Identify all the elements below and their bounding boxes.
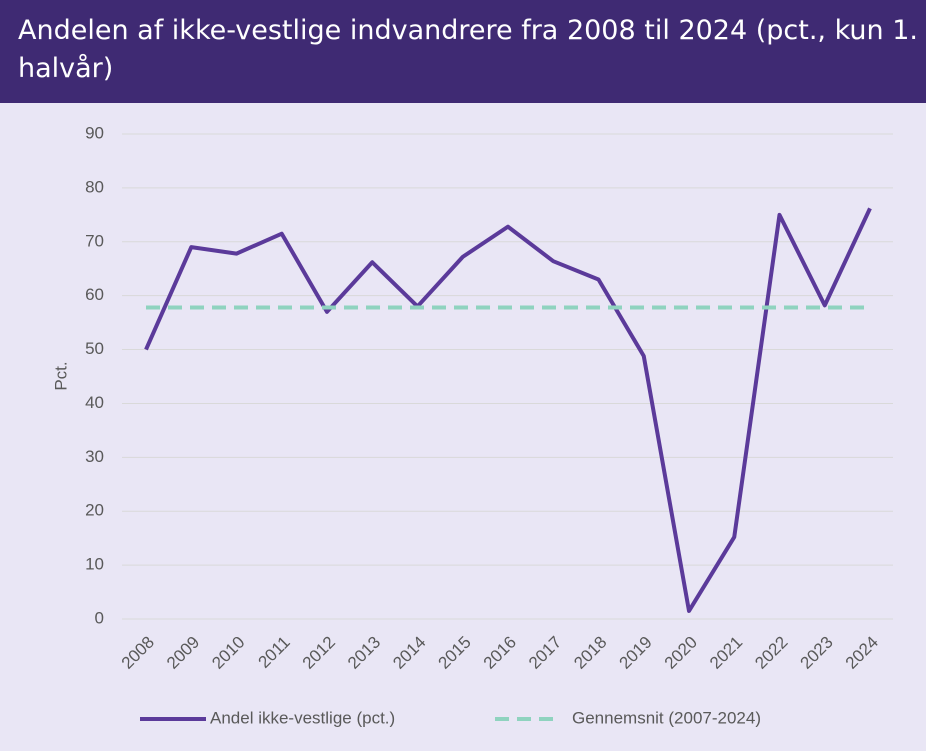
x-tick-label: 2023	[797, 633, 837, 673]
legend-label: Andel ikke-vestlige (pct.)	[210, 708, 395, 727]
y-axis-label: Pct.	[51, 361, 70, 390]
x-tick-label: 2011	[254, 633, 293, 672]
x-tick-label: 2012	[299, 633, 339, 673]
x-tick-label: 2017	[525, 633, 565, 673]
y-tick-label: 70	[85, 231, 104, 250]
x-tick-label: 2024	[842, 633, 882, 673]
x-tick-label: 2009	[163, 633, 203, 673]
x-tick-label: 2014	[389, 633, 429, 673]
x-tick-label: 2021	[706, 633, 746, 673]
y-tick-label: 40	[85, 393, 104, 412]
x-tick-label: 2016	[480, 633, 520, 673]
x-tick-label: 2013	[344, 633, 384, 673]
x-tick-label: 2015	[435, 633, 475, 673]
x-tick-label: 2008	[118, 633, 158, 673]
x-tick-label: 2022	[751, 633, 791, 673]
y-tick-label: 10	[85, 555, 104, 574]
x-tick-label: 2018	[570, 633, 610, 673]
y-tick-label: 30	[85, 447, 104, 466]
x-tick-label: 2019	[616, 633, 656, 673]
line-series	[144, 207, 872, 613]
x-tick-label: 2010	[208, 633, 248, 673]
chart-title: Andelen af ikke-vestlige indvandrere fra…	[18, 15, 918, 84]
y-tick-label: 60	[85, 285, 104, 304]
y-tick-label: 50	[85, 339, 104, 358]
y-tick-label: 20	[85, 501, 104, 520]
x-tick-label: 2020	[661, 633, 701, 673]
header	[0, 0, 926, 103]
y-tick-label: 80	[85, 177, 104, 196]
y-tick-label: 90	[85, 123, 104, 142]
legend-label: Gennemsnit (2007-2024)	[572, 708, 761, 727]
y-tick-label: 0	[95, 608, 104, 627]
